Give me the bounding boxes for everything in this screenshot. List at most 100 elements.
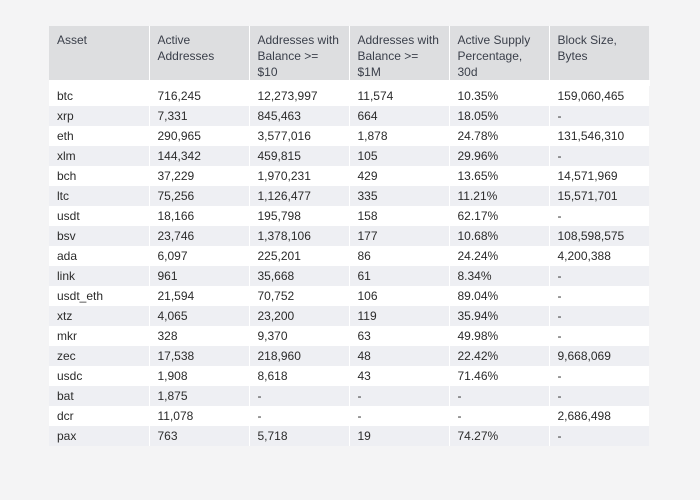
cell-block-size: 108,598,575 xyxy=(549,226,649,246)
cell-balance-10: 1,378,106 xyxy=(249,226,350,246)
table-row: bat 1,875- - - - xyxy=(49,386,649,406)
cell-active-supply-pct: 10.68% xyxy=(449,226,550,246)
table-row: xtz 4,065 23,200 119 35.94% - xyxy=(49,306,649,326)
cell-block-size: - xyxy=(549,146,649,166)
table-row: zec 17,538 218,960 48 22.42% 9,668,069 xyxy=(49,346,649,366)
cell-block-size: - xyxy=(549,266,649,286)
cell-balance-10: 195,798 xyxy=(249,206,350,226)
cell-block-size: 9,668,069 xyxy=(549,346,649,366)
cell-active-addresses: 18,166 xyxy=(149,206,250,226)
cell-balance-10: 459,815 xyxy=(249,146,350,166)
cell-asset: zec xyxy=(49,346,150,366)
cell-asset: ltc xyxy=(49,186,150,206)
cell-balance-10: - xyxy=(249,406,350,426)
on-chain-metrics-table-container: Asset Active Addresses Addresses with Ba… xyxy=(49,26,650,446)
cell-balance-1m: 61 xyxy=(349,266,450,286)
on-chain-metrics-table: Asset Active Addresses Addresses with Ba… xyxy=(49,26,650,446)
header-row: Asset Active Addresses Addresses with Ba… xyxy=(49,26,649,80)
cell-balance-1m: 43 xyxy=(349,366,450,386)
cell-block-size: - xyxy=(549,426,649,446)
table-row: bch 37,229 1,970,231 429 13.65% 14,571,969 xyxy=(49,166,649,186)
table-row: usdt 18,166 195,798 158 62.17% - xyxy=(49,206,649,226)
cell-active-addresses: 144,342 xyxy=(149,146,250,166)
cell-balance-1m: 119 xyxy=(349,306,450,326)
cell-balance-1m: 48 xyxy=(349,346,450,366)
cell-active-supply-pct: 24.24% xyxy=(449,246,550,266)
cell-active-addresses: 7,331 xyxy=(149,106,250,126)
cell-balance-10: - xyxy=(249,386,350,406)
cell-balance-10: 225,201 xyxy=(249,246,350,266)
cell-balance-1m: 158 xyxy=(349,206,450,226)
cell-active-supply-pct: 74.27% xyxy=(449,426,550,446)
cell-balance-1m: - xyxy=(349,386,450,406)
cell-active-supply-pct: 29.96% xyxy=(449,146,550,166)
cell-balance-1m: 177 xyxy=(349,226,450,246)
cell-asset: xrp xyxy=(49,106,150,126)
cell-asset: pax xyxy=(49,426,150,446)
table-row: bsv 23,746 1,378,106 177 10.68% 108,598,575 xyxy=(49,226,649,246)
cell-block-size: - xyxy=(549,326,649,346)
cell-active-supply-pct: 11.21% xyxy=(449,186,550,206)
cell-active-supply-pct: 71.46% xyxy=(449,366,550,386)
cell-asset: usdc xyxy=(49,366,150,386)
table-body: btc 716,245 12,273,997 11,574 10.35% 159,060,… xyxy=(49,86,649,446)
cell-active-supply-pct: 8.34% xyxy=(449,266,550,286)
table-row: btc 716,245 12,273,997 11,574 10.35% 159,060,… xyxy=(49,86,649,106)
cell-active-addresses: 21,594 xyxy=(149,286,250,306)
cell-active-supply-pct: 62.17% xyxy=(449,206,550,226)
cell-active-addresses: 75,256 xyxy=(149,186,250,206)
table-row: xrp 7,331 845,463 664 18.05% - xyxy=(49,106,649,126)
cell-balance-1m: 664 xyxy=(349,106,450,126)
cell-active-addresses: 11,078 xyxy=(149,406,250,426)
cell-balance-10: 12,273,997 xyxy=(249,86,350,106)
column-header-addresses-balance-1m[interactable]: Addresses with Balance >= $1M xyxy=(349,26,450,80)
table-row: eth 290,965 3,577,016 1,878 24.78% 131,546,31… xyxy=(49,126,649,146)
cell-block-size: 2,686,498 xyxy=(549,406,649,426)
cell-balance-10: 35,668 xyxy=(249,266,350,286)
cell-active-supply-pct: 89.04% xyxy=(449,286,550,306)
column-header-active-addresses[interactable]: Active Addresses xyxy=(149,26,250,80)
table-row: ada 6,097 225,201 86 24.24% 4,200,388 xyxy=(49,246,649,266)
cell-balance-10: 5,718 xyxy=(249,426,350,446)
cell-balance-10: 8,618 xyxy=(249,366,350,386)
cell-balance-1m: 105 xyxy=(349,146,450,166)
cell-block-size: 131,546,310 xyxy=(549,126,649,146)
cell-active-addresses: 961 xyxy=(149,266,250,286)
cell-balance-10: 845,463 xyxy=(249,106,350,126)
cell-active-supply-pct: 24.78% xyxy=(449,126,550,146)
table-row: usdt_eth 21,594 70,752 106 89.04% - xyxy=(49,286,649,306)
cell-balance-1m: 335 xyxy=(349,186,450,206)
table-row: ltc 75,256 1,126,477 335 11.21% 15,571,701 xyxy=(49,186,649,206)
cell-active-supply-pct: - xyxy=(449,406,550,426)
cell-balance-10: 1,126,477 xyxy=(249,186,350,206)
cell-balance-1m: 11,574 xyxy=(349,86,450,106)
cell-balance-1m: 429 xyxy=(349,166,450,186)
cell-asset: mkr xyxy=(49,326,150,346)
column-header-block-size[interactable]: Block Size, Bytes xyxy=(549,26,649,80)
cell-balance-10: 218,960 xyxy=(249,346,350,366)
table-row: dcr 11,078- - -2,686,498 xyxy=(49,406,649,426)
table-row: usdc 1,908 8,618 43 71.46% - xyxy=(49,366,649,386)
cell-block-size: - xyxy=(549,366,649,386)
cell-balance-1m: 86 xyxy=(349,246,450,266)
cell-active-supply-pct: 13.65% xyxy=(449,166,550,186)
cell-balance-1m: 1,878 xyxy=(349,126,450,146)
cell-balance-1m: - xyxy=(349,406,450,426)
cell-balance-10: 3,577,016 xyxy=(249,126,350,146)
cell-active-addresses: 6,097 xyxy=(149,246,250,266)
cell-balance-10: 23,200 xyxy=(249,306,350,326)
column-header-addresses-balance-10[interactable]: Addresses with Balance >= $10 xyxy=(249,26,350,80)
column-header-asset[interactable]: Asset xyxy=(49,26,150,80)
cell-balance-10: 1,970,231 xyxy=(249,166,350,186)
cell-active-addresses: 328 xyxy=(149,326,250,346)
cell-asset: usdt_eth xyxy=(49,286,150,306)
cell-active-addresses: 17,538 xyxy=(149,346,250,366)
cell-asset: eth xyxy=(49,126,150,146)
cell-active-addresses: 290,965 xyxy=(149,126,250,146)
cell-asset: xlm xyxy=(49,146,150,166)
cell-asset: btc xyxy=(49,86,150,106)
column-header-active-supply-pct[interactable]: Active Supply Percentage, 30d xyxy=(449,26,550,80)
cell-asset: xtz xyxy=(49,306,150,326)
cell-active-supply-pct: 35.94% xyxy=(449,306,550,326)
cell-active-addresses: 1,908 xyxy=(149,366,250,386)
